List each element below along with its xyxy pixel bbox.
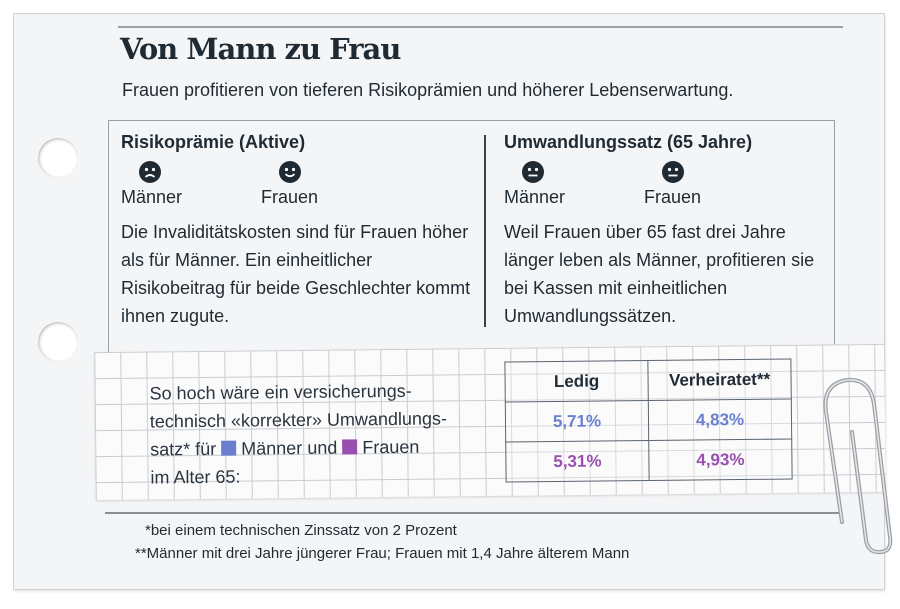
top-rule: [118, 26, 843, 28]
face-label: Männer: [504, 187, 566, 207]
conversion-rate-table: Ledig Verheiratet** 5,71% 4,83% 5,31% 4,93%: [504, 358, 793, 483]
header-ledig: Ledig: [504, 360, 649, 402]
face-men: Männer: [121, 161, 261, 208]
right-column: Umwandlungssatz (65 Jahre) Männer Frauen…: [504, 132, 834, 330]
title: Von Mann zu Frau: [120, 32, 401, 66]
punch-hole: [38, 138, 78, 178]
neutral-face-icon: [522, 161, 544, 183]
men-legend-swatch: [221, 440, 237, 456]
strip-text-part: und: [307, 437, 338, 458]
cell-women-ledig: 5,31%: [505, 440, 650, 482]
face-women: Frauen: [644, 161, 784, 208]
strip-line: So hoch wäre ein versicherungs-: [149, 380, 412, 404]
face-label: Männer: [121, 187, 183, 207]
sad-face-icon: [139, 161, 161, 183]
strip-line: satz* für Männer und Frauen: [150, 432, 447, 463]
right-heading: Umwandlungssatz (65 Jahre): [504, 132, 753, 152]
header-verheiratet: Verheiratet**: [647, 359, 792, 401]
women-legend-label: Frauen: [362, 436, 420, 458]
strip-line: technisch «korrekter» Umwandlungs-: [149, 408, 448, 432]
face-label: Frauen: [644, 187, 702, 207]
face-women: Frauen: [261, 161, 401, 208]
footnote-rule: [105, 512, 840, 514]
face-label: Frauen: [261, 187, 319, 207]
strip-text-part: satz* für: [150, 438, 217, 460]
footnote-2: **Männer mit drei Jahre jüngerer Frau; F…: [135, 545, 630, 562]
left-heading: Risikoprämie (Aktive): [121, 132, 306, 152]
subtitle: Frauen profitieren von tieferen Risikopr…: [122, 80, 734, 100]
table-row-women: 5,31% 4,93%: [505, 439, 793, 482]
women-legend-swatch: [342, 439, 358, 455]
strip-line: im Alter 65:: [150, 466, 241, 488]
cell-men-ledig: 5,71%: [505, 400, 649, 442]
neutral-face-icon: [662, 161, 684, 183]
strip-text: So hoch wäre ein versicherungs- technisc…: [149, 376, 447, 491]
info-box: [108, 120, 835, 371]
punch-hole: [38, 322, 78, 362]
men-legend-label: Männer: [241, 437, 303, 459]
footnote-1: *bei einem technischen Zinssatz von 2 Pr…: [145, 522, 457, 539]
face-men: Männer: [504, 161, 644, 208]
left-column: Risikoprämie (Aktive) Männer Frauen Die …: [121, 132, 481, 330]
cell-men-verheiratet: 4,83%: [648, 399, 792, 441]
table-row-men: 5,71% 4,83%: [505, 399, 792, 442]
left-body: Die Invaliditätskosten sind für Frauen h…: [121, 222, 471, 326]
right-body: Weil Frauen über 65 fast drei Jahre läng…: [504, 222, 815, 326]
cell-women-verheiratet: 4,93%: [648, 439, 793, 481]
happy-face-icon: [279, 161, 301, 183]
column-divider: [484, 135, 486, 327]
paperclip-icon: [823, 377, 893, 555]
